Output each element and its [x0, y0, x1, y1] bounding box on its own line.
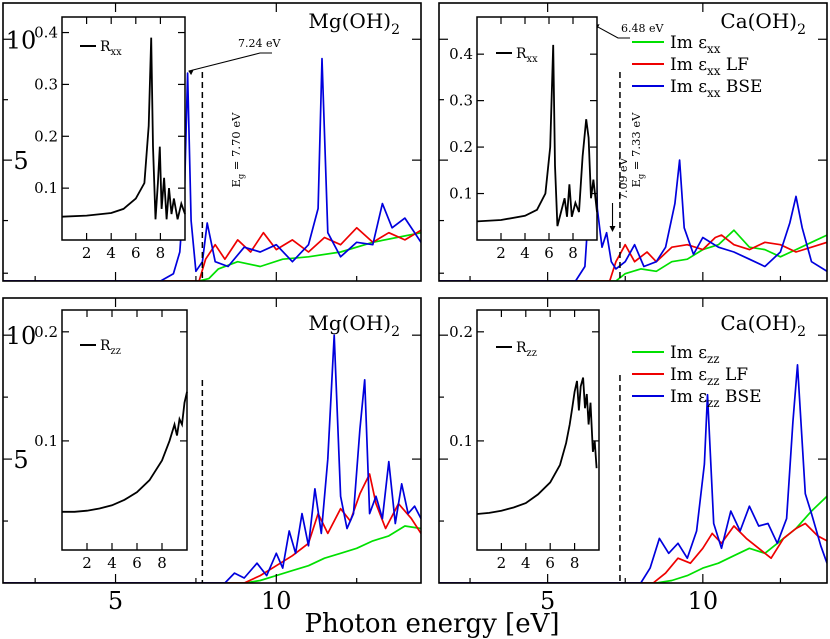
- panel-title: Mg(OH)2: [308, 9, 400, 38]
- x-tick-label: 5: [108, 587, 123, 615]
- inset-legend-label: Rzz: [516, 340, 537, 359]
- y-tick-label: 5: [13, 446, 28, 474]
- inset-frame: [61, 16, 186, 241]
- inset-curve: [62, 391, 188, 513]
- panel-frame: [438, 2, 828, 282]
- inset-curve: [61, 37, 186, 220]
- y-tick-label: 10: [6, 26, 37, 54]
- inset-x-tick-label: 6: [544, 244, 554, 262]
- inset-y-tick-label: 0.1: [34, 179, 58, 197]
- inset-x-tick-label: 6: [545, 554, 555, 572]
- inset-x-tick-label: 4: [520, 244, 530, 262]
- inset-x-tick-label: 2: [496, 244, 506, 262]
- inset-y-tick-label: 0.4: [449, 45, 473, 63]
- second-annotation: 7.09 eV: [617, 157, 630, 200]
- inset-x-tick-label: 4: [106, 244, 116, 262]
- peak-annotation: 7.24 eV: [238, 37, 281, 50]
- peak-arrow: [594, 24, 630, 39]
- series-line-green: [439, 229, 827, 281]
- inset-x-tick-label: 8: [157, 554, 167, 572]
- panel-frame: [2, 297, 422, 584]
- inset-x-tick-label: 2: [82, 554, 92, 572]
- legend-entry: Im εzz LF: [670, 365, 748, 388]
- panel-frame: [438, 297, 828, 584]
- legend-entry: Im εzz BSE: [670, 387, 762, 410]
- legend-entry: Im εxx LF: [670, 55, 749, 78]
- second-arrow-head: [609, 226, 616, 232]
- inset-x-tick-label: 2: [497, 554, 507, 572]
- peak-arrow: [188, 52, 272, 72]
- inset-frame: [61, 309, 188, 551]
- inset-x-tick-label: 4: [107, 554, 117, 572]
- inset-y-tick-label: 0.2: [34, 323, 58, 341]
- gap-label: Eg = 7.70 eV: [229, 112, 245, 188]
- panel-title: Ca(OH)2: [720, 311, 806, 340]
- x-tick-label: 5: [540, 587, 555, 615]
- inset-frame: [476, 16, 598, 241]
- series-group: [439, 364, 827, 583]
- inset-curve: [476, 44, 598, 227]
- inset-x-tick-label: 6: [131, 244, 141, 262]
- series-group: [3, 334, 421, 583]
- y-tick-label: 10: [6, 322, 37, 350]
- inset-x-tick-label: 8: [568, 244, 578, 262]
- gap-label: Eg = 7.33 eV: [629, 112, 645, 188]
- series-line-blue: [3, 334, 421, 583]
- inset-x-tick-label: 2: [82, 244, 92, 262]
- inset-y-tick-label: 0.1: [34, 432, 58, 450]
- inset-y-tick-label: 0.4: [34, 24, 58, 42]
- inset-y-tick-label: 0.2: [449, 138, 473, 156]
- inset-y-tick-label: 0.2: [449, 323, 473, 341]
- series-line-blue: [439, 364, 827, 583]
- peak-arrow-head: [188, 70, 194, 76]
- inset-frame: [476, 309, 600, 551]
- series-line-red: [439, 234, 827, 281]
- inset-legend-label: Rxx: [516, 46, 538, 65]
- inset-bl: 0.1 0.2 2 4 6 8 Rzz: [34, 309, 188, 572]
- inset-y-tick-label: 0.1: [449, 432, 473, 450]
- panel-title: Mg(OH)2: [308, 311, 400, 340]
- x-tick-label: 10: [261, 587, 292, 615]
- inset-curve: [476, 377, 598, 515]
- series-line-green: [3, 231, 421, 281]
- inset-tl: 0.1 0.2 0.3 0.4 2 4 6 8 Rxx: [34, 16, 186, 262]
- inset-tr: 0.1 0.2 0.3 0.4 2 4 6 8 Rxx: [449, 16, 598, 262]
- inset-x-tick-label: 4: [521, 554, 531, 572]
- panel-bl: 5 10 5 10 Mg(OH)2 0.1 0.2 2 4 6 8 Rzz: [2, 272, 422, 615]
- panel-tl: Eg = 7.70 eV7.24 eV510Mg(OH)20.10.20.30.…: [2, 2, 422, 282]
- series-line-red: [439, 522, 827, 583]
- inset-legend-label: Rxx: [100, 39, 122, 58]
- series-line-red: [3, 473, 421, 583]
- legend-entry: Im εxx BSE: [670, 77, 762, 100]
- inset-y-tick-label: 0.3: [34, 75, 58, 93]
- y-tick-label: 5: [13, 147, 28, 175]
- inset-x-tick-label: 6: [132, 554, 142, 572]
- inset-br: 0.1 0.2 2 4 6 8 Rzz: [449, 309, 600, 572]
- inset-y-tick-label: 0.1: [449, 185, 473, 203]
- inset-y-tick-label: 0.2: [34, 127, 58, 145]
- series-line-red: [3, 226, 421, 281]
- inset-legend-label: Rzz: [100, 338, 121, 357]
- peak-annotation: 6.48 eV: [621, 22, 664, 35]
- x-axis-label: Photon energy [eV]: [305, 609, 560, 639]
- inset-x-tick-label: 8: [156, 244, 166, 262]
- series-line-green: [3, 525, 421, 583]
- legend-entry: Im εzz: [670, 343, 720, 366]
- panel-frame: [2, 2, 422, 282]
- inset-y-tick-label: 0.3: [449, 92, 473, 110]
- x-tick-label: 10: [688, 587, 719, 615]
- panel-title: Ca(OH)2: [720, 9, 806, 38]
- inset-x-tick-label: 8: [570, 554, 580, 572]
- legend-entry: Im εxx: [670, 33, 721, 56]
